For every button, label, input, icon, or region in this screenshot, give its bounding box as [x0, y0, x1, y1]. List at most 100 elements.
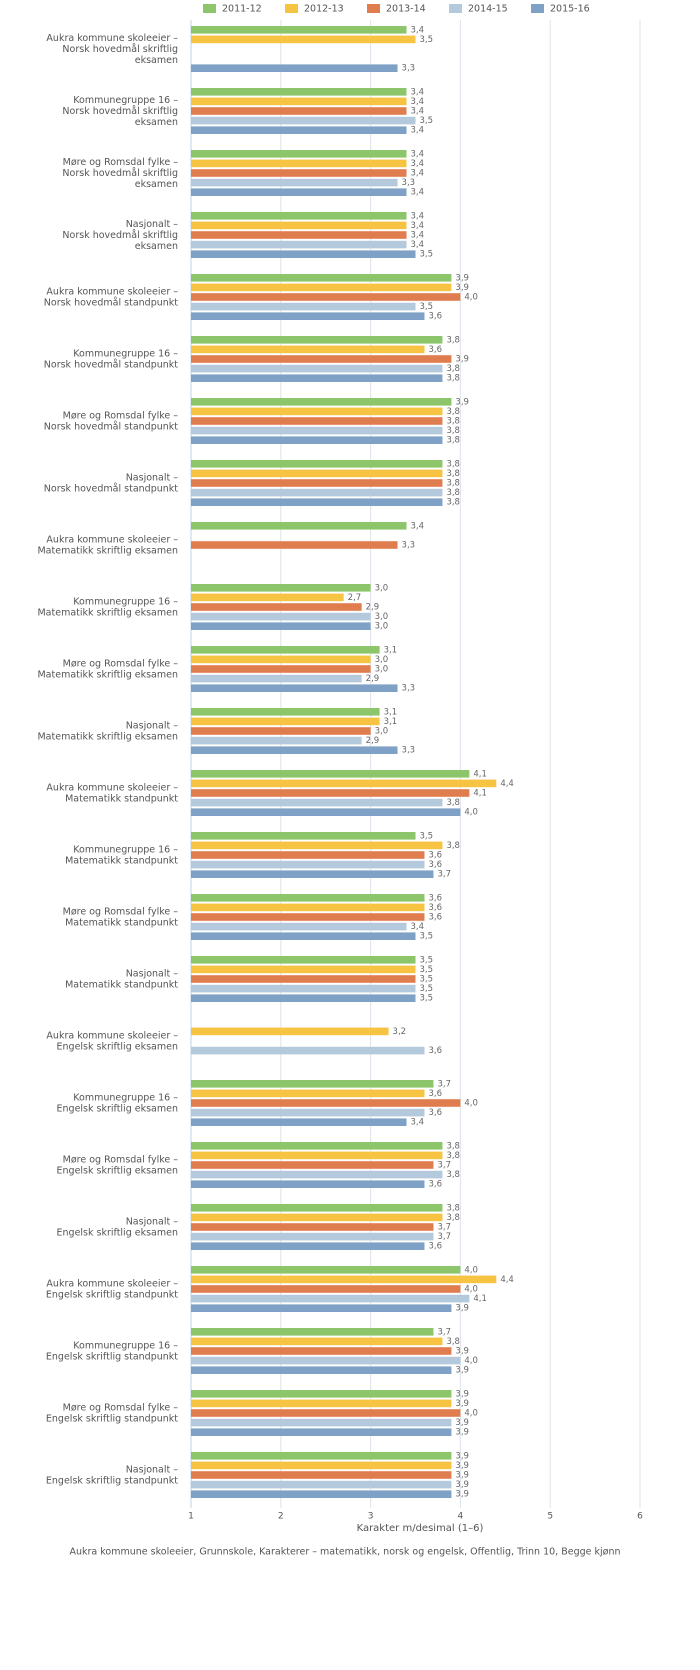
category-label: Kommunegruppe 16 – Norsk hovedmål skriftl… — [62, 95, 178, 128]
value-label: 3,4 — [411, 188, 425, 198]
bar — [191, 1266, 461, 1274]
value-label: 3,6 — [428, 1242, 442, 1252]
value-label: 3,0 — [375, 622, 389, 632]
bar — [191, 88, 407, 96]
value-label: 3,8 — [446, 488, 460, 498]
bar — [191, 1356, 461, 1365]
value-label: 3,6 — [428, 851, 442, 861]
value-label: 3,9 — [455, 1428, 469, 1438]
bar — [191, 1304, 452, 1312]
bar — [191, 355, 452, 363]
bar — [191, 417, 443, 425]
bar — [191, 1151, 443, 1160]
category-label: Aukra kommune skoleeier – Engelsk skriftl… — [46, 1030, 178, 1052]
category-label: Møre og Romsdal fylke – Norsk hovedmål sk… — [62, 157, 178, 190]
value-label: 4,0 — [464, 808, 478, 818]
bar — [191, 1418, 452, 1427]
value-label: 4,1 — [473, 789, 487, 799]
value-label: 4,0 — [464, 1099, 478, 1109]
bar — [191, 1452, 452, 1460]
legend-swatch — [203, 4, 216, 13]
bar — [191, 212, 407, 220]
bar — [191, 1480, 452, 1489]
value-label: 3,4 — [411, 97, 425, 107]
value-label: 3,8 — [446, 1203, 460, 1213]
value-label: 3,1 — [384, 645, 398, 655]
value-label: 3,7 — [437, 1223, 451, 1233]
bar — [191, 1046, 425, 1055]
category-label: Kommunegruppe 16 – Matematikk skriftlig e… — [37, 596, 178, 618]
footnote: Aukra kommune skoleeier, Grunnskole, Kar… — [70, 1547, 621, 1558]
bar — [191, 984, 416, 993]
value-label: 3,4 — [411, 25, 425, 35]
value-label: 3,8 — [446, 1337, 460, 1347]
bar — [191, 894, 425, 902]
bar — [191, 293, 461, 301]
value-label: 3,8 — [446, 1170, 460, 1180]
bar — [191, 1399, 452, 1408]
bar — [191, 870, 434, 878]
value-label: 3,9 — [455, 1451, 469, 1461]
bar — [191, 956, 416, 964]
value-label: 3,6 — [428, 1089, 442, 1099]
category-label: Møre og Romsdal fylke – Norsk hovedmål st… — [44, 410, 178, 432]
bar — [191, 1099, 461, 1107]
category-label: Aukra kommune skoleeier – Norsk hovedmål … — [44, 286, 178, 308]
bar — [191, 302, 416, 311]
bar — [191, 1337, 443, 1346]
value-label: 3,5 — [420, 984, 434, 994]
legend-swatch — [449, 4, 462, 13]
value-label: 3,7 — [437, 1327, 451, 1337]
bar — [191, 1347, 452, 1355]
legend-label: 2012-13 — [304, 4, 344, 15]
bar — [191, 64, 398, 72]
bar — [191, 1089, 425, 1098]
category-label: Møre og Romsdal fylke – Matematikk standp… — [63, 906, 179, 928]
x-tick-label: 2 — [278, 1512, 284, 1522]
value-label: 3,4 — [411, 922, 425, 932]
value-label: 3,0 — [375, 665, 389, 675]
value-label: 3,0 — [375, 583, 389, 593]
value-label: 3,9 — [455, 1480, 469, 1490]
bar — [191, 1285, 461, 1293]
category-label: Møre og Romsdal fylke – Matematikk skrift… — [37, 658, 178, 680]
bar — [191, 727, 371, 735]
value-label: 3,9 — [455, 1366, 469, 1376]
bar — [191, 126, 407, 134]
bar — [191, 779, 497, 788]
value-label: 3,9 — [455, 283, 469, 293]
value-label: 3,8 — [446, 479, 460, 489]
bar — [191, 684, 398, 692]
bar — [191, 221, 407, 230]
bar — [191, 1409, 461, 1417]
value-label: 3,4 — [411, 211, 425, 221]
value-label: 3,9 — [455, 1471, 469, 1481]
bar — [191, 770, 470, 778]
value-label: 3,6 — [428, 913, 442, 923]
bar — [191, 1461, 452, 1470]
bar — [191, 522, 407, 530]
value-label: 3,9 — [455, 273, 469, 283]
value-label: 2,9 — [366, 603, 380, 613]
bar — [191, 1390, 452, 1398]
bar — [191, 717, 380, 726]
bar — [191, 178, 398, 187]
x-axis-title: Karakter m/desimal (1–6) — [357, 1523, 484, 1534]
bar — [191, 541, 398, 549]
value-label: 4,0 — [464, 1285, 478, 1295]
value-label: 3,9 — [455, 1418, 469, 1428]
bar — [191, 1161, 434, 1169]
bar — [191, 808, 461, 816]
category-label: Nasjonalt – Engelsk skriftlig standpunkt — [46, 1464, 178, 1486]
bar — [191, 841, 443, 850]
bar — [191, 746, 398, 754]
bar — [191, 336, 443, 344]
bar — [191, 1204, 443, 1212]
bar — [191, 231, 407, 239]
value-label: 3,6 — [428, 1046, 442, 1056]
bar — [191, 1275, 497, 1284]
value-label: 4,0 — [464, 1356, 478, 1366]
category-label: Nasjonalt – Engelsk skriftlig eksamen — [57, 1216, 179, 1238]
bar — [191, 603, 362, 611]
value-label: 3,5 — [420, 932, 434, 942]
